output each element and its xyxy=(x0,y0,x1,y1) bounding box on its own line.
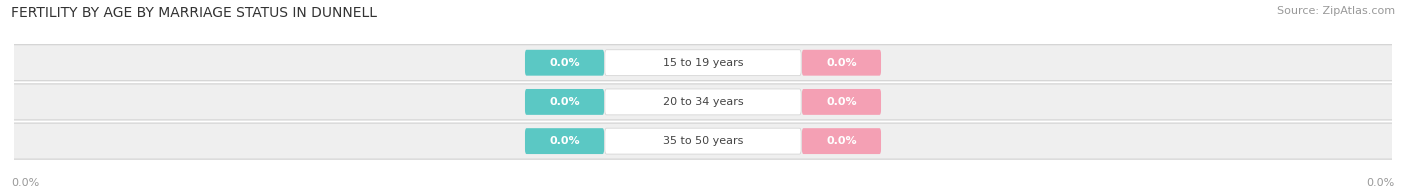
FancyBboxPatch shape xyxy=(524,50,605,76)
FancyBboxPatch shape xyxy=(13,84,1393,120)
Text: 0.0%: 0.0% xyxy=(1367,178,1395,188)
Text: 0.0%: 0.0% xyxy=(550,58,579,68)
Text: 0.0%: 0.0% xyxy=(827,97,856,107)
Text: 0.0%: 0.0% xyxy=(550,136,579,146)
FancyBboxPatch shape xyxy=(605,89,801,115)
Text: 0.0%: 0.0% xyxy=(11,178,39,188)
Text: 0.0%: 0.0% xyxy=(827,58,856,68)
Text: 0.0%: 0.0% xyxy=(827,136,856,146)
FancyBboxPatch shape xyxy=(13,45,1393,81)
Text: 20 to 34 years: 20 to 34 years xyxy=(662,97,744,107)
FancyBboxPatch shape xyxy=(801,50,882,76)
Text: FERTILITY BY AGE BY MARRIAGE STATUS IN DUNNELL: FERTILITY BY AGE BY MARRIAGE STATUS IN D… xyxy=(11,6,377,20)
Text: 35 to 50 years: 35 to 50 years xyxy=(662,136,744,146)
FancyBboxPatch shape xyxy=(524,89,605,115)
FancyBboxPatch shape xyxy=(801,89,882,115)
FancyBboxPatch shape xyxy=(605,50,801,76)
Text: 15 to 19 years: 15 to 19 years xyxy=(662,58,744,68)
FancyBboxPatch shape xyxy=(801,128,882,154)
Text: 0.0%: 0.0% xyxy=(550,97,579,107)
Text: Source: ZipAtlas.com: Source: ZipAtlas.com xyxy=(1277,6,1395,16)
FancyBboxPatch shape xyxy=(524,128,605,154)
FancyBboxPatch shape xyxy=(605,128,801,154)
FancyBboxPatch shape xyxy=(13,123,1393,159)
